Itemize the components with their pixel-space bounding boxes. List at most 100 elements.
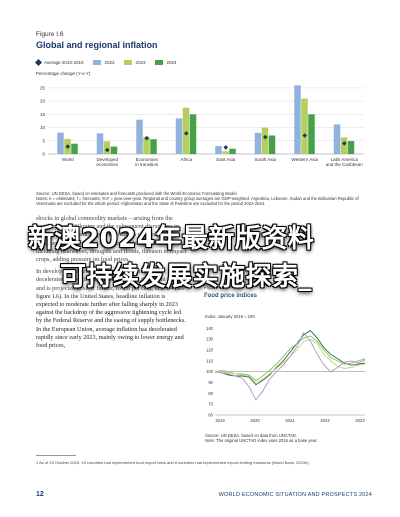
legend-diamond-icon	[34, 58, 43, 66]
bar-2022	[254, 132, 262, 154]
chart-legend: Average 2010-2019 2022 2023 2024	[34, 58, 177, 66]
page-number: 12	[36, 491, 44, 498]
body-paragraph: In developed countries, average headline…	[36, 268, 186, 350]
legend-item-average: Average 2010-2019	[34, 58, 84, 66]
bar-2023	[182, 107, 190, 154]
x-tick-label: East Asia	[216, 157, 235, 162]
running-head: WORLD ECONOMIC SITUATION AND PROSPECTS 2…	[218, 492, 372, 498]
average-marker	[183, 131, 189, 136]
legend-swatch-2024	[155, 59, 164, 65]
figure2-source: Source: UN DESA, based on data from UNCT…	[205, 433, 375, 443]
bar-2024	[71, 143, 78, 154]
bar-2022	[215, 146, 222, 154]
x-tick-label: World	[62, 157, 74, 162]
bar-2022	[333, 124, 341, 154]
series-line	[214, 330, 366, 386]
y-tick-label: 100	[206, 369, 214, 374]
watermark-text-line2: 可持续发展实施探索_	[60, 262, 313, 292]
average-marker	[65, 144, 71, 149]
figure-label: Figure I.6	[36, 31, 64, 38]
figure2-y-axis-label: Index: January 2019 = 100	[205, 314, 255, 319]
y-tick-label: 140	[206, 326, 214, 331]
y-tick-label: 5	[42, 138, 45, 143]
y-tick-label: 90	[208, 380, 213, 385]
average-marker	[302, 133, 308, 138]
y-tick-label: 15	[40, 112, 46, 117]
chart-y-axis-label: Percentage change (Y-o-Y)	[36, 71, 91, 76]
bar-2023	[340, 137, 348, 154]
average-marker	[223, 145, 229, 150]
bar-2023	[143, 136, 150, 154]
y-tick-label: 70	[208, 402, 213, 407]
x-tick-label: Economies	[136, 157, 159, 162]
average-marker	[144, 135, 150, 141]
bar-2024	[189, 114, 197, 154]
bar-2022	[96, 133, 104, 154]
bar-2022	[57, 132, 64, 154]
x-tick-label: Africa	[180, 157, 192, 162]
bar-2024	[347, 141, 355, 154]
bar-2022	[136, 119, 143, 154]
y-tick-label: 80	[208, 391, 213, 396]
x-tick-label: 2023	[355, 418, 365, 423]
y-tick-label: 60	[208, 413, 213, 418]
bar-2024	[308, 114, 315, 154]
legend-label-2024: 2024	[166, 59, 177, 65]
bar-2022	[294, 85, 301, 154]
bar-2024	[268, 135, 276, 154]
x-tick-label: 2019	[215, 418, 225, 423]
body-paragraph: shocks in global commodity markets – ari…	[36, 215, 188, 264]
series-line	[214, 335, 366, 381]
legend-label-average: Average 2010-2019	[44, 59, 84, 65]
y-tick-label: 120	[206, 348, 214, 353]
bar-2023	[301, 98, 308, 154]
bar-2023	[222, 151, 229, 154]
y-tick-label: 130	[206, 337, 214, 342]
figure2-label: Figure I.7	[204, 285, 226, 291]
series-line	[214, 331, 366, 401]
x-tick-label: 2020	[250, 418, 260, 423]
bar-2024	[110, 146, 118, 154]
bar-2023	[103, 141, 111, 154]
y-tick-label: 10	[40, 125, 46, 130]
x-tick-label: and the Caribbean	[326, 162, 364, 167]
bar-2023	[261, 127, 269, 154]
figure2-source-text: Source: UN DESA, based on data from UNCT…	[205, 433, 298, 438]
x-tick-label: Western Asia	[292, 157, 319, 162]
legend-item-2024: 2024	[155, 59, 177, 65]
figure-source: Source: UN DESA, based on estimates and …	[36, 191, 366, 207]
bar-2024	[150, 139, 157, 154]
legend-item-2022: 2022	[93, 59, 115, 65]
legend-label-2022: 2022	[104, 59, 115, 65]
legend-swatch-2022	[93, 59, 102, 65]
bar-2024	[229, 148, 236, 154]
y-tick-label: 110	[206, 358, 213, 363]
x-tick-label: South Asia	[254, 157, 276, 162]
figure2-note-text: Note: The original UNCTAD index uses 201…	[205, 438, 318, 444]
x-tick-label: economies	[96, 162, 119, 167]
figure2-header: Figure I.7 Food price indices	[204, 285, 374, 299]
legend-swatch-2023	[124, 59, 133, 65]
legend-item-2023: 2023	[124, 59, 146, 65]
figure2-title: Food price indices	[204, 293, 258, 299]
footnote: 1 As of 25 October 2023, 19 countries ha…	[36, 460, 310, 465]
watermark-band	[0, 214, 400, 296]
figure-notes-text: Notes: e = estimates; f = forecasts; YoY…	[36, 196, 359, 207]
watermark-text-line1: 新澳2024年最新版资料	[28, 224, 315, 254]
x-tick-label: Developed	[96, 157, 118, 162]
figure-source-text: Source: UN DESA, based on estimates and …	[36, 191, 238, 196]
bar-2022	[175, 118, 183, 154]
x-tick-label: Latin America	[331, 157, 359, 162]
y-tick-label: 0	[42, 152, 45, 157]
x-tick-label: 2021	[285, 418, 295, 423]
y-tick-label: 25	[40, 85, 46, 90]
figure-title: Global and regional inflation	[36, 40, 158, 50]
legend-label-2023: 2023	[135, 59, 146, 65]
footnote-divider	[36, 455, 76, 456]
food-price-line-chart: 60 70 80 90 100 110 120 130 140 2019 2020 2021 2022 2…	[206, 326, 366, 423]
body-text-column: shocks in global commodity markets – ari…	[36, 215, 188, 354]
x-tick-label: in transition	[135, 162, 159, 167]
y-tick-label: 20	[40, 99, 46, 104]
x-tick-label: 2022	[320, 418, 330, 423]
